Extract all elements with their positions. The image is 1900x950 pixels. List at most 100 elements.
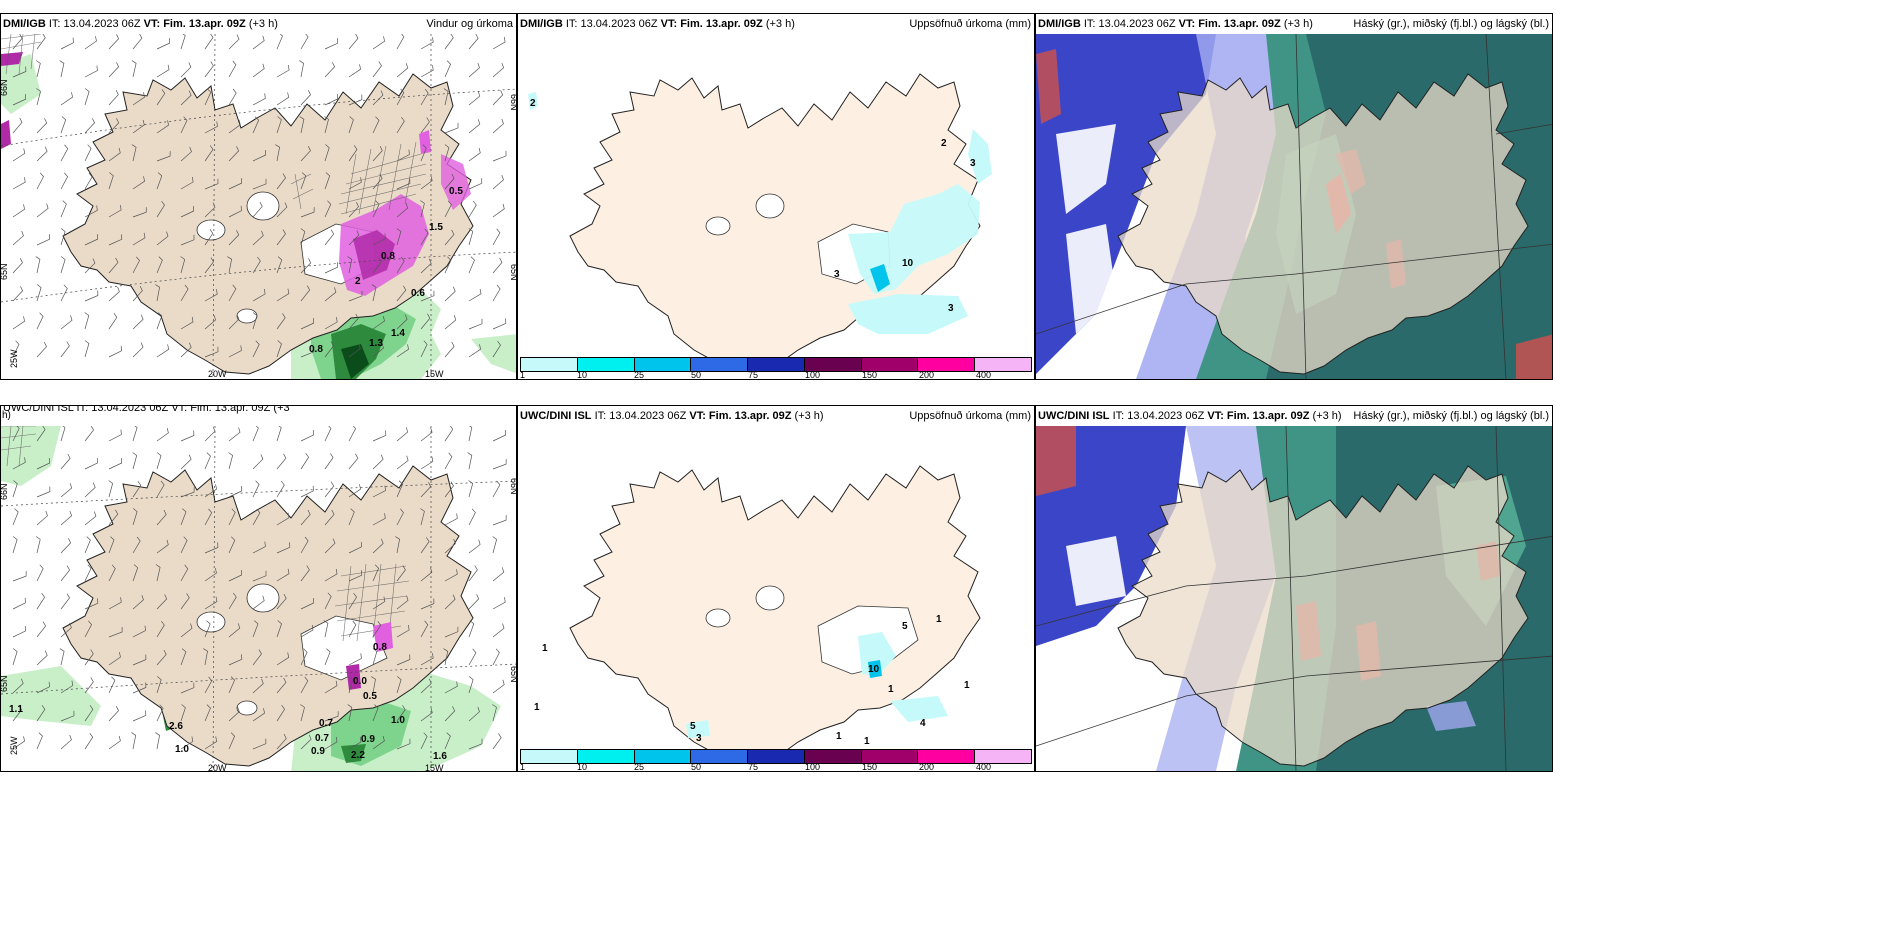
valid-time-label: VT: xyxy=(660,18,678,30)
panel-title: Háský (gr.), miðský (fj.bl.) og lágský (… xyxy=(1353,18,1549,30)
wind-barb xyxy=(348,484,361,498)
wind-barb xyxy=(36,426,46,442)
wind-barb xyxy=(155,564,161,582)
colorbar-tick: 75 xyxy=(748,370,759,380)
wind-barb xyxy=(348,230,360,246)
init-time: IT: 13.04.2023 06Z xyxy=(1112,410,1205,422)
wind-barb xyxy=(396,63,409,78)
wind-barb xyxy=(300,258,312,274)
wind-barb xyxy=(300,228,306,246)
colorbar-tick: 200 xyxy=(919,370,935,380)
wind-barb xyxy=(348,94,363,106)
wind-barb xyxy=(348,676,353,694)
wind-barb xyxy=(443,88,449,106)
wind-barb xyxy=(372,61,382,78)
wind-barb xyxy=(180,454,192,470)
colorbar-swatch xyxy=(634,750,692,763)
wind-barb xyxy=(372,145,383,162)
model-name: DMI/IGB xyxy=(3,18,46,30)
wind-barb xyxy=(60,144,69,162)
value-label: 1.0 xyxy=(391,715,405,726)
wind-barb xyxy=(276,677,287,694)
colorbar-swatch xyxy=(748,358,805,371)
wind-barb xyxy=(132,654,147,666)
wind-barb xyxy=(396,480,404,498)
wind-barb xyxy=(492,228,501,246)
value-label: 0.6 xyxy=(411,288,425,299)
wind-barb xyxy=(204,202,216,218)
panel-title: Háský (gr.), miðský (fj.bl.) og lágský (… xyxy=(1353,410,1549,422)
lon-label: 20W xyxy=(208,369,227,379)
wind-barb xyxy=(132,625,146,638)
wind-barb xyxy=(468,648,477,666)
wind-barb xyxy=(132,176,145,190)
panel-title: Uppsöfnuð úrkoma (mm) xyxy=(909,18,1031,30)
wind-barb xyxy=(324,568,338,582)
wind-barb xyxy=(324,453,334,470)
wind-barb xyxy=(492,62,505,78)
wind-barb xyxy=(396,314,408,330)
wind-barb xyxy=(300,676,309,694)
wind-barb xyxy=(444,732,451,750)
wind-barb xyxy=(323,620,329,638)
wind-barb xyxy=(84,482,96,498)
wind-barb xyxy=(155,284,160,302)
wind-barb xyxy=(252,230,264,246)
wind-barb xyxy=(396,676,402,694)
value-label: 4 xyxy=(920,718,926,729)
wind-barb xyxy=(228,314,240,330)
wind-barb xyxy=(492,318,507,330)
wind-barb xyxy=(300,346,315,358)
wind-barb xyxy=(108,345,122,358)
wind-barb xyxy=(36,592,46,610)
valid-time: Fim. 13.apr. 09Z xyxy=(1226,410,1310,422)
wind-barb xyxy=(108,118,120,134)
wind-barb xyxy=(36,34,46,50)
colorbar: 1 10 25 50 75 100 150 200 400 xyxy=(518,749,1034,771)
wind-barb xyxy=(444,341,455,358)
wind-barb xyxy=(300,509,311,526)
wind-barb xyxy=(324,38,339,50)
wind-barb xyxy=(228,427,241,442)
valid-time-label: VT: xyxy=(143,18,161,30)
value-label: 0.7 xyxy=(319,718,333,729)
value-label: 3 xyxy=(948,303,954,314)
wind-barb xyxy=(324,711,339,722)
wind-barb xyxy=(156,539,169,554)
wind-barb xyxy=(204,121,218,134)
wind-barb xyxy=(347,704,353,722)
wind-barb xyxy=(324,648,331,666)
value-label: 5 xyxy=(902,621,908,632)
wind-barb xyxy=(324,93,338,106)
wind-barb xyxy=(108,89,119,106)
wind-barb xyxy=(492,704,497,722)
wind-barb xyxy=(204,484,217,498)
wind-barb xyxy=(468,565,478,582)
wind-barb xyxy=(444,426,454,442)
wind-barb xyxy=(228,732,236,750)
wind-barb xyxy=(347,256,353,274)
colorbar-swatch xyxy=(748,750,805,763)
wind-barb xyxy=(156,704,164,722)
panel-header: DMI/IGB IT: 13.04.2023 06Z VT: Fim. 13.a… xyxy=(1,14,516,34)
wind-barb xyxy=(108,205,122,218)
wind-barb xyxy=(84,511,97,526)
lead-time: (+3 h) xyxy=(1283,18,1313,30)
wind-barb xyxy=(228,230,240,246)
wind-barb xyxy=(60,284,68,302)
wind-barb xyxy=(204,676,213,694)
wind-barb xyxy=(131,732,137,750)
wind-barb xyxy=(59,648,65,666)
colorbar-tick: 25 xyxy=(634,370,645,380)
wind-barb xyxy=(12,536,18,554)
wind-barb xyxy=(108,257,119,274)
lead-time: (+3 h) xyxy=(794,410,824,422)
wind-barb xyxy=(132,207,147,218)
wind-barb xyxy=(492,567,505,582)
lat-label: 66N xyxy=(509,94,517,111)
wind-barb xyxy=(108,234,123,246)
colorbar-swatch xyxy=(577,358,635,371)
wind-barb xyxy=(36,650,48,666)
wind-barb xyxy=(444,34,454,50)
panel-cloud-bottom: UWC/DINI ISL IT: 13.04.2023 06Z VT: Fim.… xyxy=(1035,405,1553,772)
